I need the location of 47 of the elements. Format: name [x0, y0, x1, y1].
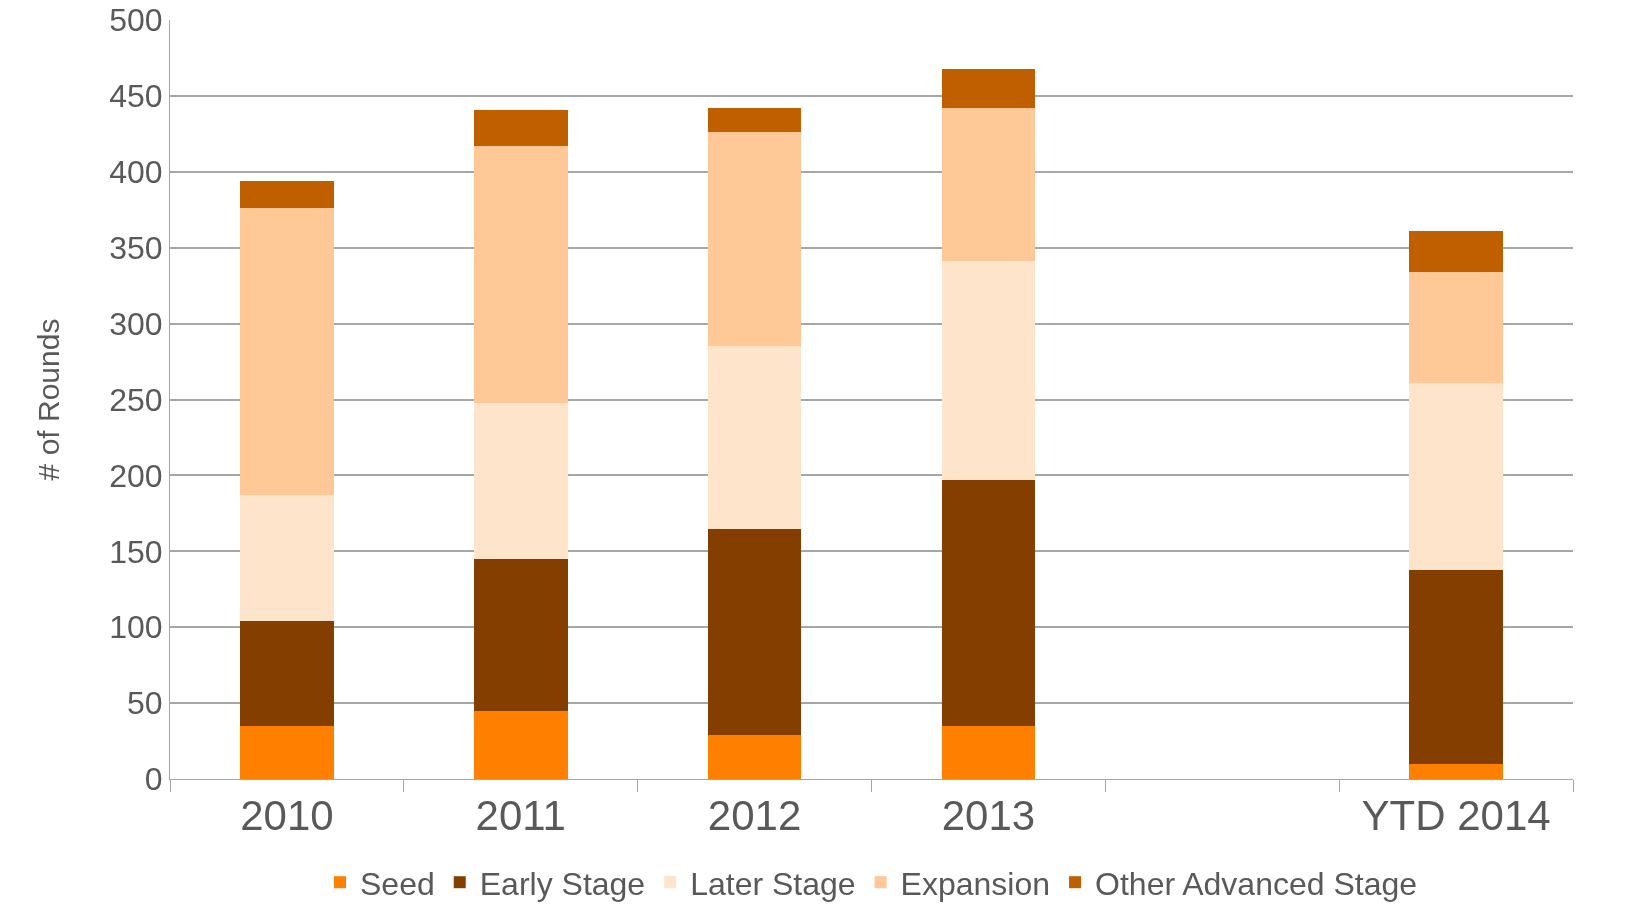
legend-label: Early Stage [479, 865, 646, 902]
bar [240, 725, 334, 779]
bar [240, 180, 334, 209]
bar [1409, 569, 1503, 764]
bar [707, 132, 802, 347]
legend-label: Later Stage [690, 865, 856, 902]
y-tick-label: 250 [109, 381, 163, 418]
bar [941, 479, 1036, 726]
x-tick-label: 2013 [941, 792, 1036, 840]
bar [473, 145, 568, 403]
bar [240, 621, 334, 726]
y-tick-label: 500 [109, 2, 163, 39]
bar [707, 734, 802, 779]
bar [941, 108, 1036, 262]
bar [941, 68, 1036, 109]
bar [473, 109, 568, 146]
bar [707, 346, 802, 529]
bar [941, 261, 1036, 480]
y-tick-label: 0 [144, 761, 163, 798]
y-tick-label: 100 [109, 609, 163, 646]
bar [473, 558, 568, 711]
bar [473, 402, 568, 559]
y-axis-title: # of Rounds [32, 318, 66, 481]
x-tick-label: YTD 2014 [1361, 792, 1551, 840]
y-tick-label: 450 [109, 78, 163, 115]
legend-label: Seed [360, 865, 435, 902]
bar [240, 495, 334, 622]
bar [1409, 763, 1503, 779]
bar [240, 208, 334, 496]
legend-label: Expansion [900, 865, 1051, 902]
bar [473, 710, 568, 779]
x-tick-label: 2012 [707, 792, 802, 840]
y-tick-label: 200 [109, 457, 163, 494]
x-tick-label: 2011 [475, 792, 566, 840]
y-tick-label: 50 [127, 685, 163, 722]
bar [1409, 231, 1503, 272]
x-tick-label: 2010 [240, 792, 334, 840]
bar [707, 528, 802, 735]
bar [707, 108, 802, 133]
y-tick-label: 300 [109, 305, 163, 342]
y-tick-label: 350 [109, 229, 163, 266]
bar [1409, 382, 1503, 570]
y-tick-label: 150 [109, 533, 163, 570]
legend-label: Other Advanced Stage [1095, 865, 1418, 902]
bar [1409, 271, 1503, 383]
bar [941, 725, 1036, 779]
y-tick-label: 400 [109, 154, 163, 190]
